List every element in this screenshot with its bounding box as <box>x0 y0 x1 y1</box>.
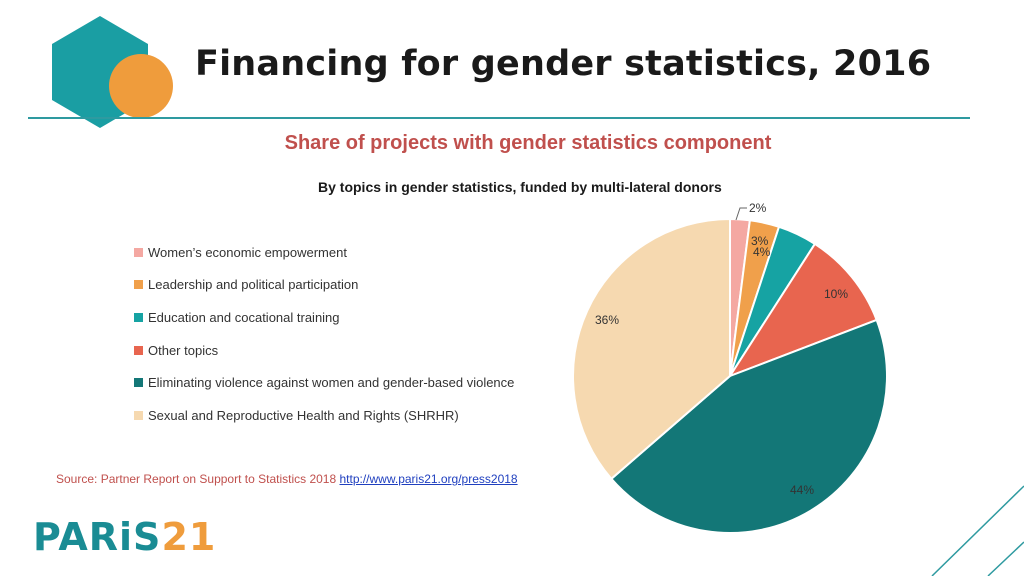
data-label: 2% <box>749 201 767 215</box>
legend-label: Education and cocational training <box>148 309 340 325</box>
legend-label: Leadership and political participation <box>148 277 359 293</box>
pie-chart: 2% 3%4% 10% 44% 36% <box>572 201 888 534</box>
title-divider <box>28 117 970 119</box>
legend-item: Leadership and political participation <box>134 269 514 302</box>
source-text: Source: Partner Report on Support to Sta… <box>56 472 337 486</box>
data-label: 44% <box>790 483 814 497</box>
chart-title: By topics in gender statistics, funded b… <box>318 179 722 195</box>
chart-subtitle: Share of projects with gender statistics… <box>284 132 772 154</box>
legend-label: Women’s economic empowerment <box>148 244 347 260</box>
legend-swatch <box>134 378 143 388</box>
source-link[interactable]: http://www.paris21.org/press2018 <box>339 472 518 486</box>
legend-swatch <box>134 410 143 420</box>
brand-main: PARiS <box>33 515 162 559</box>
legend-label: Eliminating violence against women and g… <box>148 375 515 391</box>
data-label: 3% <box>751 234 769 248</box>
legend-label: Sexual and Reproductive Health and Right… <box>148 407 459 423</box>
legend-swatch <box>134 312 143 322</box>
legend-swatch <box>134 345 143 355</box>
pie-slice <box>609 318 888 534</box>
legend-item: Other topics <box>134 334 514 367</box>
leader-line <box>735 207 747 221</box>
data-label: 36% <box>595 313 619 327</box>
pie-slice <box>727 242 878 379</box>
corner-decoration <box>931 485 1024 576</box>
pie-slice <box>572 217 731 481</box>
page-title: Financing for gender statistics, 2016 <box>195 44 932 84</box>
legend-item: Eliminating violence against women and g… <box>134 366 514 399</box>
legend-label: Other topics <box>148 342 219 358</box>
legend-item: Women’s economic empowerment <box>134 236 514 269</box>
orange-circle-icon <box>109 54 173 118</box>
brand-number: 21 <box>161 515 217 559</box>
data-label: 4% <box>753 245 771 259</box>
logo-decoration <box>52 16 173 128</box>
legend-swatch <box>134 247 143 257</box>
legend-item: Sexual and Reproductive Health and Right… <box>134 399 514 432</box>
legend-swatch <box>134 280 143 290</box>
chart-legend: Women’s economic empowerment Leadership a… <box>134 236 514 432</box>
source-note: Source: Partner Report on Support to Sta… <box>56 472 518 486</box>
legend-item: Education and cocational training <box>134 301 514 334</box>
data-label: 10% <box>824 287 848 301</box>
paris21-logo: PARiS21 <box>33 515 216 559</box>
